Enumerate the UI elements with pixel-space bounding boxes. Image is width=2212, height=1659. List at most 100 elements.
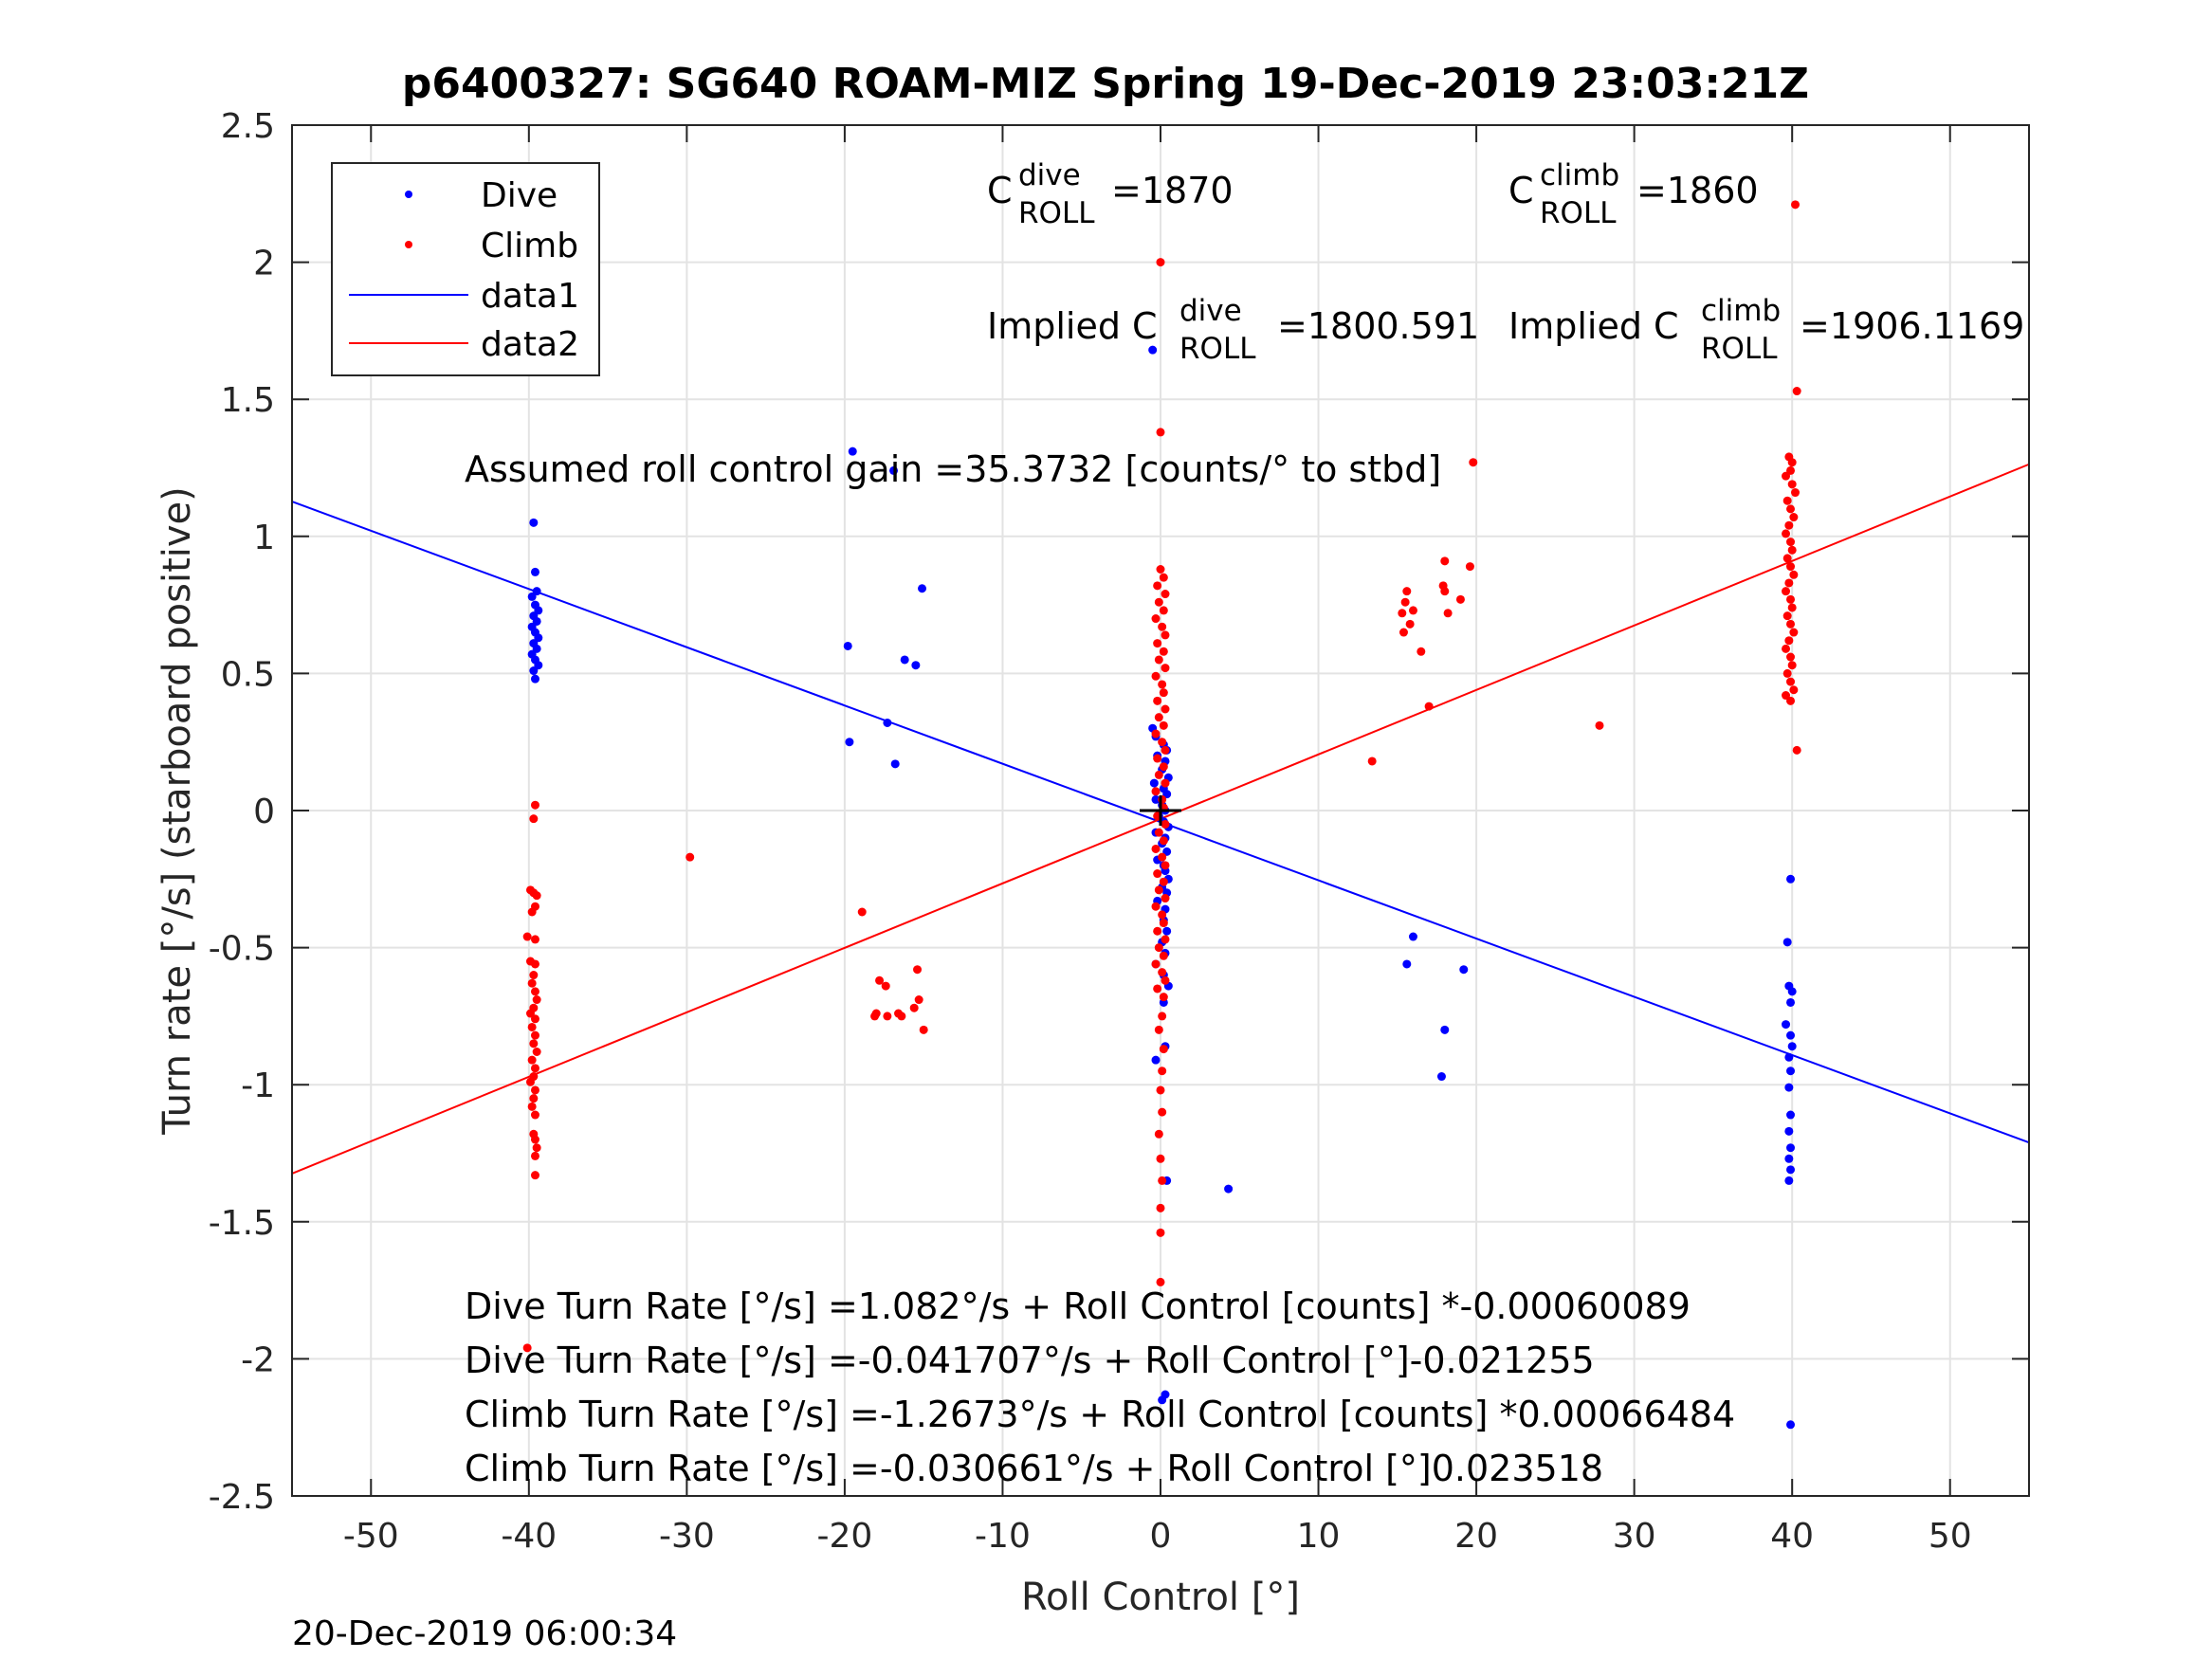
point-climb bbox=[530, 1151, 539, 1160]
point-climb bbox=[530, 959, 539, 969]
point-climb bbox=[1161, 975, 1170, 985]
point-climb bbox=[1784, 520, 1794, 530]
point-climb bbox=[1151, 844, 1161, 853]
point-climb bbox=[1786, 562, 1796, 572]
point-climb bbox=[1791, 488, 1801, 498]
point-climb bbox=[1151, 902, 1161, 911]
point-dive bbox=[1786, 1030, 1796, 1040]
point-climb bbox=[875, 975, 885, 985]
point-climb bbox=[1782, 554, 1792, 563]
point-climb bbox=[913, 965, 923, 975]
point-dive bbox=[1786, 997, 1796, 1007]
point-climb bbox=[1151, 959, 1161, 969]
point-climb bbox=[1154, 1025, 1163, 1034]
point-climb bbox=[1417, 647, 1426, 656]
point-climb bbox=[1159, 720, 1168, 730]
point-climb bbox=[1158, 1107, 1167, 1117]
x-tick-label: 40 bbox=[1770, 1517, 1814, 1556]
point-climb bbox=[1455, 594, 1465, 604]
point-dive bbox=[1151, 1055, 1161, 1065]
point-climb bbox=[530, 1110, 539, 1120]
point-dive bbox=[889, 465, 899, 475]
point-climb bbox=[530, 987, 539, 996]
point-climb bbox=[1161, 935, 1170, 944]
point-climb bbox=[530, 800, 539, 810]
point-climb bbox=[1154, 1129, 1163, 1139]
point-climb bbox=[529, 1094, 539, 1103]
point-climb bbox=[1161, 819, 1170, 829]
y-tick-label: -0.5 bbox=[209, 930, 275, 969]
implied-dive-sub: ROLL bbox=[1179, 332, 1256, 366]
point-climb bbox=[1408, 606, 1417, 615]
legend-climb-label: Climb bbox=[481, 227, 578, 265]
point-climb bbox=[1159, 836, 1168, 846]
axis-ticks bbox=[292, 124, 2029, 1497]
point-climb bbox=[1156, 565, 1165, 574]
point-climb bbox=[530, 1171, 539, 1180]
point-climb bbox=[1154, 770, 1163, 779]
implied-climb-value: =1906.1169 bbox=[1800, 305, 2024, 347]
point-dive bbox=[1784, 1154, 1794, 1163]
point-climb bbox=[1784, 578, 1794, 588]
point-dive bbox=[1786, 1420, 1796, 1430]
legend-data1-label: data1 bbox=[481, 277, 579, 316]
legend-climb-marker bbox=[405, 241, 412, 248]
point-climb bbox=[1153, 639, 1162, 648]
point-climb bbox=[530, 1014, 539, 1024]
point-climb bbox=[1443, 609, 1453, 618]
point-climb bbox=[1151, 671, 1161, 681]
point-climb bbox=[914, 995, 923, 1005]
point-climb bbox=[1154, 943, 1163, 953]
point-climb bbox=[1158, 680, 1167, 689]
point-climb bbox=[1156, 1085, 1165, 1095]
y-axis-label: Turn rate [°/s] (starboard positive) bbox=[155, 486, 199, 1136]
y-tick-label: 0 bbox=[253, 793, 275, 831]
point-climb bbox=[1151, 614, 1161, 624]
point-dive bbox=[529, 666, 539, 676]
implied-climb-sub: ROLL bbox=[1701, 332, 1778, 366]
x-tick-label: -30 bbox=[659, 1517, 715, 1556]
point-dive bbox=[1158, 1395, 1167, 1405]
point-climb bbox=[1786, 652, 1796, 662]
point-climb bbox=[1158, 1176, 1167, 1185]
x-tick-label: 20 bbox=[1454, 1517, 1498, 1556]
point-dive bbox=[530, 567, 539, 576]
point-climb bbox=[1440, 556, 1450, 566]
point-climb bbox=[1786, 504, 1796, 514]
point-climb bbox=[1469, 458, 1478, 467]
x-tick-label: 10 bbox=[1297, 1517, 1341, 1556]
point-climb bbox=[919, 1025, 928, 1034]
data-points bbox=[522, 200, 1801, 1430]
point-climb bbox=[530, 1030, 539, 1040]
point-climb bbox=[530, 1085, 539, 1095]
point-climb bbox=[1789, 513, 1799, 522]
y-tick-label: -1 bbox=[241, 1066, 275, 1105]
c-climb-value: =1860 bbox=[1636, 170, 1759, 211]
point-climb bbox=[1154, 713, 1163, 722]
point-dive bbox=[848, 447, 857, 456]
point-climb bbox=[1156, 428, 1165, 437]
c-dive-prefix: C bbox=[987, 170, 1013, 211]
point-climb bbox=[1792, 387, 1801, 396]
point-climb bbox=[1787, 603, 1797, 612]
x-tick-label: -50 bbox=[343, 1517, 399, 1556]
point-climb bbox=[1161, 894, 1170, 903]
point-climb bbox=[532, 995, 541, 1005]
point-climb bbox=[1154, 597, 1163, 607]
legend-data2-label: data2 bbox=[481, 325, 579, 364]
point-climb bbox=[1161, 704, 1170, 714]
y-tick-label: -1.5 bbox=[209, 1204, 275, 1243]
point-climb bbox=[529, 814, 539, 824]
point-climb bbox=[1782, 644, 1791, 653]
point-climb bbox=[1159, 647, 1168, 656]
point-climb bbox=[532, 891, 541, 901]
point-climb bbox=[1786, 538, 1796, 547]
point-climb bbox=[529, 971, 539, 980]
point-dive bbox=[1782, 1020, 1791, 1030]
point-dive bbox=[1784, 1052, 1794, 1062]
point-climb bbox=[1151, 787, 1161, 796]
y-tick-label: 2.5 bbox=[221, 107, 275, 146]
point-climb bbox=[1367, 757, 1377, 766]
point-dive bbox=[1436, 1072, 1446, 1082]
